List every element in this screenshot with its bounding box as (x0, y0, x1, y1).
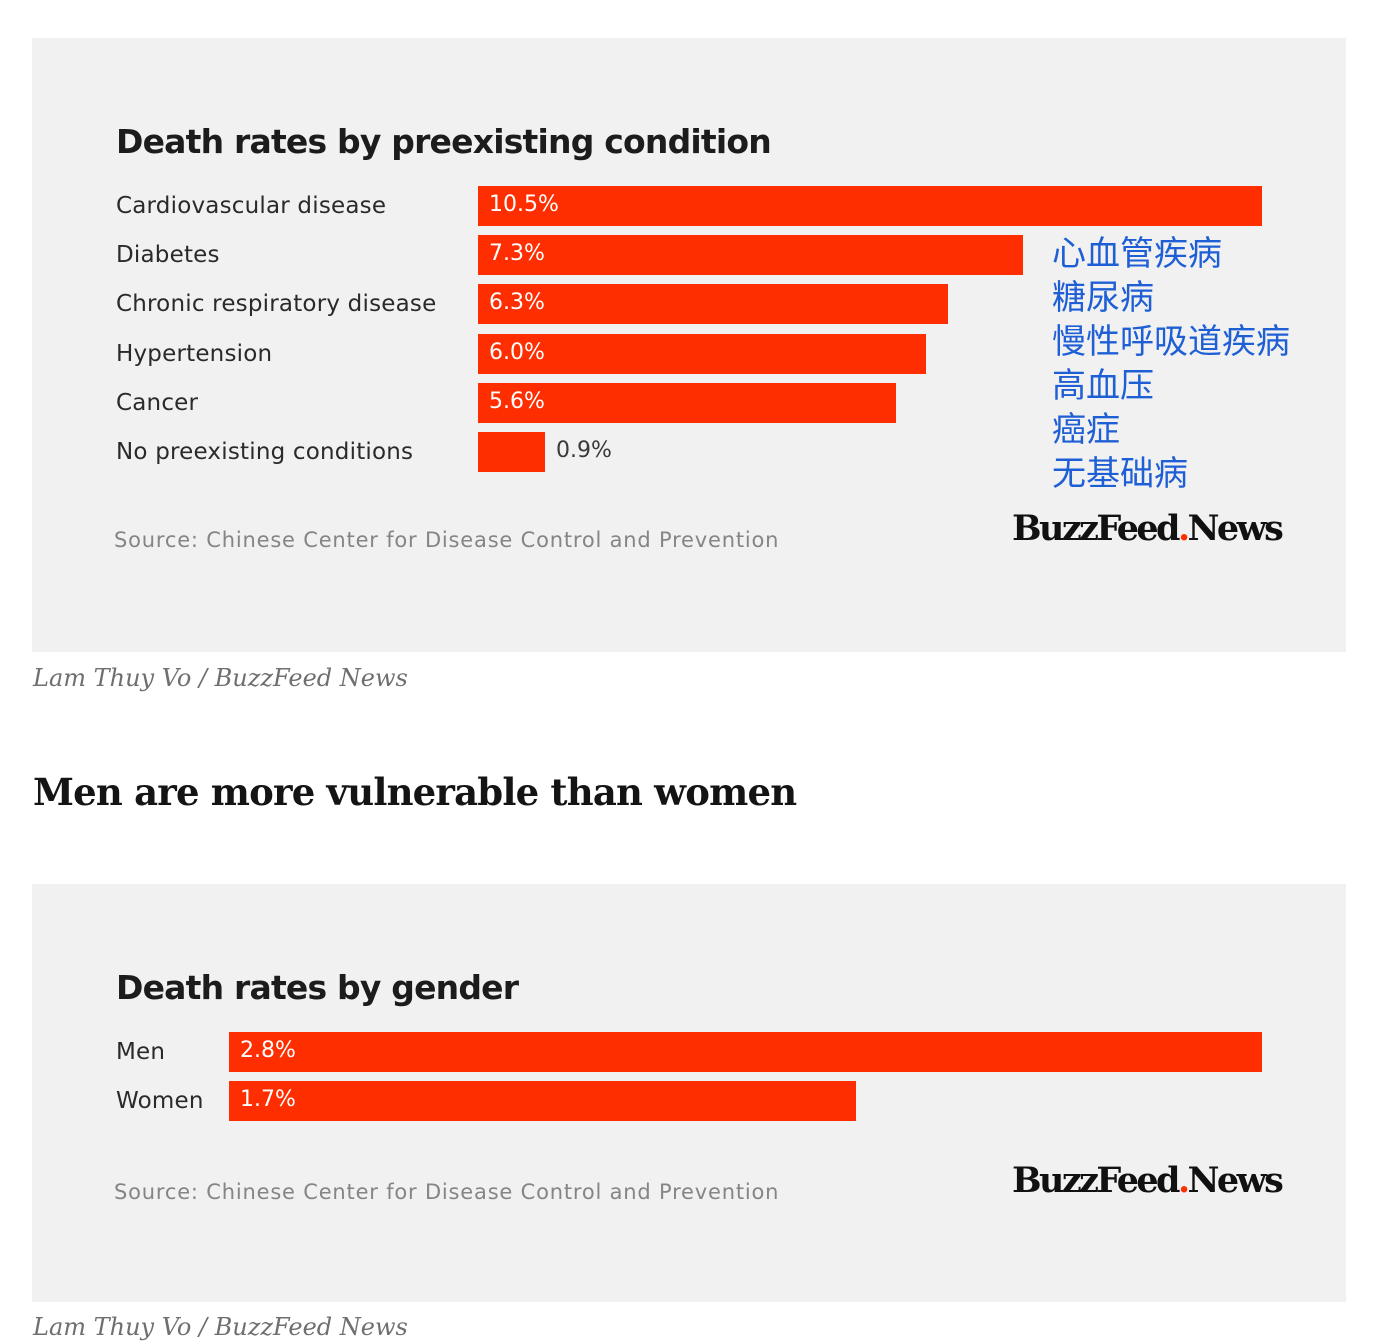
chart-panel-conditions: Death rates by preexisting condition Car… (32, 38, 1346, 652)
category-label: Women (116, 1088, 204, 1115)
bar-row: Diabetes 7.3% (32, 235, 1346, 276)
category-label: Men (116, 1039, 166, 1065)
bar (478, 186, 1262, 226)
value-label: 7.3% (489, 241, 545, 267)
category-label: Cancer (116, 389, 199, 416)
bar (229, 1081, 856, 1122)
category-label: Chronic respiratory disease (116, 291, 437, 318)
chart-source: Source: Chinese Center for Disease Contr… (114, 528, 780, 552)
chinese-annotation: 心血管疾病 (1052, 234, 1222, 274)
chinese-annotation: 高血压 (1052, 366, 1154, 406)
category-label: Cardiovascular disease (116, 193, 387, 219)
value-label: 6.3% (489, 290, 545, 316)
section-heading: Men are more vulnerable than women (33, 770, 797, 814)
chinese-annotation: 癌症 (1052, 410, 1120, 450)
image-credit: Lam Thuy Vo / BuzzFeed News (33, 664, 408, 692)
bar-row: Chronic respiratory disease 6.3% (32, 284, 1346, 325)
bar-row: Women 1.7% (32, 1081, 1346, 1122)
bar (229, 1032, 1262, 1072)
category-label: Hypertension (116, 340, 273, 367)
category-label: No preexisting conditions (116, 439, 414, 465)
image-credit: Lam Thuy Vo / BuzzFeed News (33, 1313, 408, 1341)
chinese-annotation-list: 心血管疾病 糖尿病 慢性呼吸道疾病 高血压 癌症 无基础病 (1052, 232, 1290, 496)
chart-source: Source: Chinese Center for Disease Contr… (114, 1180, 780, 1204)
value-label: 6.0% (489, 339, 545, 365)
buzzfeed-news-logo: BuzzFeed.News (1012, 508, 1284, 549)
bar-row: Hypertension 6.0% (32, 333, 1346, 374)
bar (478, 235, 1023, 276)
bar-row: Cardiovascular disease 10.5% (32, 186, 1346, 226)
category-label: Diabetes (116, 242, 220, 269)
bar (478, 284, 948, 325)
chinese-annotation: 慢性呼吸道疾病 (1052, 322, 1290, 362)
chart-rows: Men 2.8% Women 1.7% (32, 884, 1346, 1302)
chart-rows: Cardiovascular disease 10.5% Diabetes 7.3% C… (32, 38, 1346, 652)
bar (478, 432, 545, 472)
chart-title: Death rates by gender (116, 968, 519, 1007)
value-label: 1.7% (240, 1087, 296, 1113)
value-label: 2.8% (240, 1038, 296, 1063)
value-label: 0.9% (556, 438, 612, 463)
chart-title: Death rates by preexisting condition (116, 122, 772, 161)
chart-panel-gender: Death rates by gender Men 2.8% Women 1.7% S… (32, 884, 1346, 1302)
buzzfeed-news-logo: BuzzFeed.News (1012, 1160, 1284, 1201)
bar-row: Cancer 5.6% (32, 382, 1346, 423)
bar-row: No preexisting conditions 0.9% (32, 432, 1346, 472)
value-label: 10.5% (489, 192, 559, 217)
chinese-annotation: 糖尿病 (1052, 278, 1154, 318)
chinese-annotation: 无基础病 (1052, 454, 1188, 494)
bar-row: Men 2.8% (32, 1032, 1346, 1072)
bar (478, 333, 926, 374)
bar (478, 382, 896, 423)
value-label: 5.6% (489, 388, 545, 414)
